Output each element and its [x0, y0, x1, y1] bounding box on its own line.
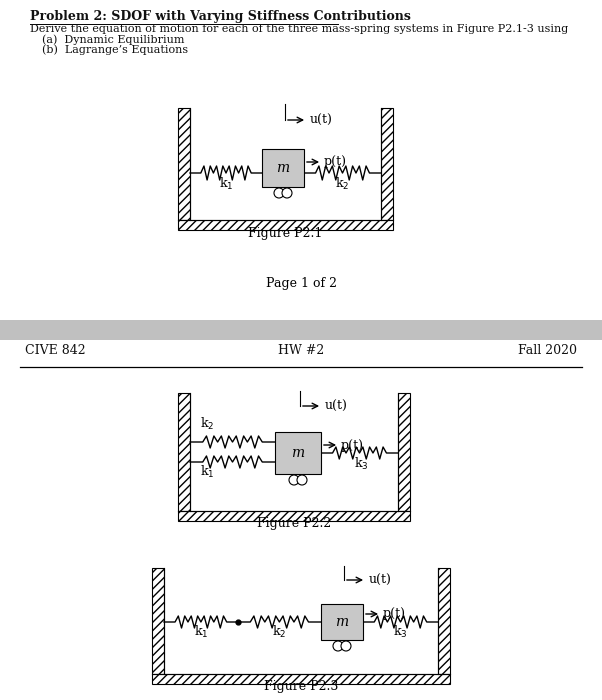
Text: u(t): u(t) — [325, 400, 348, 412]
Bar — [321, 604, 363, 640]
Bar — [178, 393, 190, 511]
Text: HW #2: HW #2 — [278, 344, 324, 357]
Text: (a)  Dynamic Equilibrium: (a) Dynamic Equilibrium — [42, 34, 184, 45]
Bar — [178, 108, 190, 220]
Text: k$_1$: k$_1$ — [219, 176, 233, 192]
Text: m: m — [276, 161, 290, 175]
Bar — [381, 108, 393, 220]
Circle shape — [289, 475, 299, 485]
Text: k$_3$: k$_3$ — [354, 456, 369, 472]
Bar — [178, 511, 410, 521]
Text: u(t): u(t) — [310, 113, 333, 127]
Text: Figure P2.3: Figure P2.3 — [264, 680, 338, 693]
Bar — [152, 568, 164, 674]
Text: k$_3$: k$_3$ — [393, 624, 408, 640]
Bar — [178, 220, 393, 230]
Text: p(t): p(t) — [324, 155, 347, 169]
Text: Figure P2.1: Figure P2.1 — [248, 227, 323, 240]
Text: k$_1$: k$_1$ — [200, 464, 214, 480]
Bar — [398, 393, 410, 511]
Circle shape — [282, 188, 292, 198]
Text: (b)  Lagrange’s Equations: (b) Lagrange’s Equations — [42, 44, 188, 55]
Circle shape — [341, 641, 351, 651]
Text: p(t): p(t) — [341, 438, 364, 452]
Bar — [262, 149, 304, 187]
Text: k$_2$: k$_2$ — [200, 416, 214, 432]
Circle shape — [274, 188, 284, 198]
Circle shape — [333, 641, 343, 651]
Bar — [0, 320, 602, 340]
Text: Derive the equation of motion for each of the three mass-spring systems in Figur: Derive the equation of motion for each o… — [30, 24, 568, 34]
Bar — [438, 568, 450, 674]
Bar — [275, 432, 321, 474]
Text: CIVE 842: CIVE 842 — [25, 344, 85, 357]
Text: p(t): p(t) — [383, 608, 406, 620]
Text: u(t): u(t) — [369, 573, 392, 587]
Text: k$_2$: k$_2$ — [272, 624, 287, 640]
Bar — [152, 674, 450, 684]
Text: Problem 2: SDOF with Varying Stiffness Contributions: Problem 2: SDOF with Varying Stiffness C… — [30, 10, 411, 23]
Text: m: m — [335, 615, 349, 629]
Text: Figure P2.2: Figure P2.2 — [257, 517, 331, 530]
Circle shape — [297, 475, 307, 485]
Text: k$_1$: k$_1$ — [194, 624, 208, 640]
Text: m: m — [291, 446, 305, 460]
Text: Page 1 of 2: Page 1 of 2 — [265, 277, 337, 290]
Text: k$_2$: k$_2$ — [335, 176, 350, 192]
Text: Fall 2020: Fall 2020 — [518, 344, 577, 357]
